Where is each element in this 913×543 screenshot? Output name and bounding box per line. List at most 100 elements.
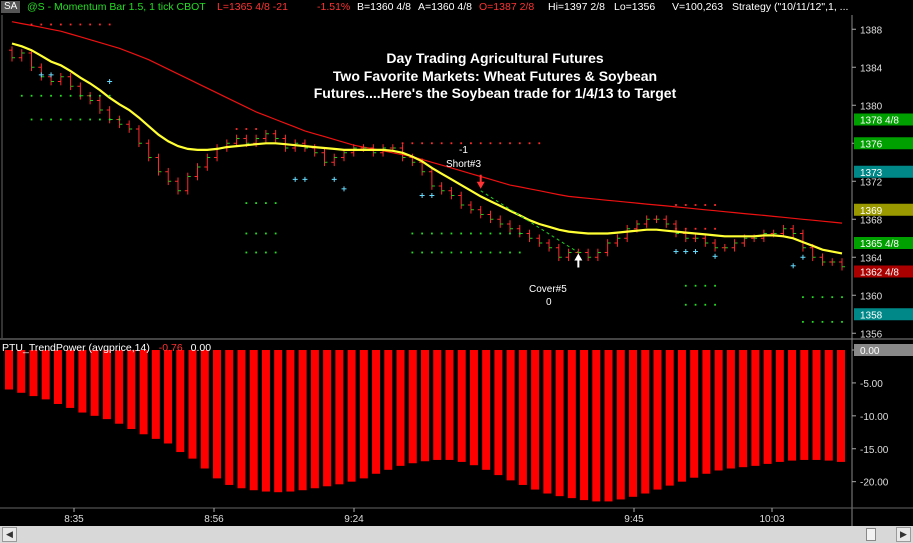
low-price: Lo=1356	[614, 1, 656, 13]
sell-level-dot	[40, 23, 43, 26]
buy-level-dot	[411, 251, 414, 254]
sell-level-dot	[108, 23, 111, 26]
scroll-right-arrow-icon[interactable]: ▶	[896, 527, 911, 542]
buy-level-dot	[509, 251, 511, 254]
buy-level-dot	[430, 251, 433, 254]
sell-level-dot	[235, 128, 238, 130]
indicator-label: PTU_TrendPower (avgprice,14)	[2, 342, 150, 354]
price-tick-label: 1360	[860, 291, 883, 302]
sell-level-dot	[440, 142, 443, 145]
histogram-bar	[604, 350, 613, 502]
buy-level-dot	[684, 284, 687, 287]
cover-arrow-icon	[574, 253, 583, 261]
sell-level-dot	[69, 23, 72, 26]
histogram-bar	[408, 350, 417, 464]
sell-level-dot	[460, 142, 463, 145]
bid-price: B=1360 4/8	[357, 1, 412, 13]
horizontal-scrollbar[interactable]: ◀ ▶	[0, 526, 913, 543]
annotation-line-2: Two Favorite Markets: Wheat Futures & So…	[332, 67, 658, 84]
buy-level-dot	[841, 296, 843, 299]
buy-level-dot	[802, 320, 804, 323]
histogram-bar	[164, 350, 173, 444]
histogram-bar	[151, 350, 160, 439]
sell-level-dot	[714, 227, 716, 230]
buy-level-dot	[811, 296, 814, 299]
time-tick-label: 9:45	[624, 514, 644, 525]
buy-level-dot	[440, 251, 443, 254]
sell-level-dot	[30, 23, 33, 26]
histogram-bar	[298, 350, 307, 491]
scroll-left-arrow-icon[interactable]: ◀	[2, 527, 17, 542]
histogram-bar	[788, 350, 797, 461]
histogram-bar	[812, 350, 821, 460]
buy-level-dot	[470, 251, 472, 254]
histogram-bar	[237, 350, 246, 489]
symbol-badge[interactable]: SA	[1, 1, 21, 13]
histogram-bar	[739, 350, 748, 468]
high-price: Hi=1397 2/8	[548, 1, 605, 13]
histogram-bar	[457, 350, 466, 462]
buy-level-dot	[255, 251, 258, 254]
price-marker-label: 1365 4/8	[860, 239, 899, 250]
histogram-bar	[176, 350, 185, 453]
buy-level-dot	[245, 251, 248, 254]
price-marker-box	[854, 308, 913, 321]
short-arrow-icon	[476, 181, 485, 189]
buy-level-dot	[89, 118, 92, 121]
histogram-bar	[824, 350, 833, 461]
price-marker-box	[854, 237, 913, 249]
buy-level-dot	[518, 232, 521, 235]
sell-level-dot	[675, 227, 677, 230]
price-tick-label: 1364	[860, 253, 883, 264]
histogram-bar	[29, 350, 38, 397]
histogram-bar	[518, 350, 527, 485]
histogram-bar	[567, 350, 576, 499]
buy-level-dot	[509, 232, 511, 235]
buy-level-dot	[59, 94, 62, 97]
histogram-tick-label: -20.00	[860, 478, 889, 489]
price-marker-label: 1378 4/8	[860, 116, 899, 127]
sell-level-dot	[714, 204, 716, 206]
buy-level-dot	[274, 202, 277, 204]
histogram-bar	[347, 350, 356, 482]
buy-level-dot	[518, 251, 521, 254]
buy-level-dot	[499, 232, 502, 235]
buy-level-dot	[69, 118, 72, 121]
histogram-bar	[469, 350, 478, 466]
histogram-bar	[102, 350, 111, 420]
annotation-text: Day Trading Agricultural Futures Two Fav…	[280, 50, 710, 103]
indicator-header: PTU_TrendPower (avgprice,14) -0.76 0.00	[2, 342, 211, 354]
price-marker-box	[854, 113, 913, 126]
buy-level-dot	[694, 284, 697, 287]
sell-level-dot	[499, 142, 502, 145]
price-tick-label: 1356	[860, 329, 883, 340]
histogram-bar	[127, 350, 136, 429]
sell-level-dot	[59, 23, 62, 26]
buy-level-dot	[108, 118, 111, 121]
histogram-bar	[665, 350, 674, 486]
buy-level-dot	[30, 118, 33, 121]
buy-level-dot	[89, 94, 92, 97]
histogram-bar	[555, 350, 564, 497]
ask-price: A=1360 4/8	[418, 1, 473, 13]
buy-level-dot	[59, 118, 62, 121]
buy-level-dot	[255, 202, 258, 204]
histogram-bar	[274, 350, 283, 493]
symbol-title: @S - Momentum Bar 1.5, 1 tick CBOT	[27, 1, 206, 13]
sell-level-dot	[509, 142, 511, 145]
buy-level-dot	[460, 232, 463, 235]
price-marker-box	[854, 203, 913, 216]
histogram-tick-label: -15.00	[860, 445, 889, 456]
histogram-bar	[653, 350, 662, 490]
histogram-bar	[66, 350, 75, 408]
histogram-bar	[115, 350, 124, 424]
scroll-thumb[interactable]	[866, 528, 876, 541]
buy-level-dot	[811, 320, 814, 323]
histogram-bar	[714, 350, 723, 471]
buy-level-dot	[50, 94, 52, 97]
histogram-bar	[249, 350, 258, 491]
histogram-bar	[335, 350, 344, 485]
buy-level-dot	[440, 232, 443, 235]
histogram-bar	[702, 350, 711, 474]
annotation-line-1: Day Trading Agricultural Futures	[386, 50, 604, 66]
